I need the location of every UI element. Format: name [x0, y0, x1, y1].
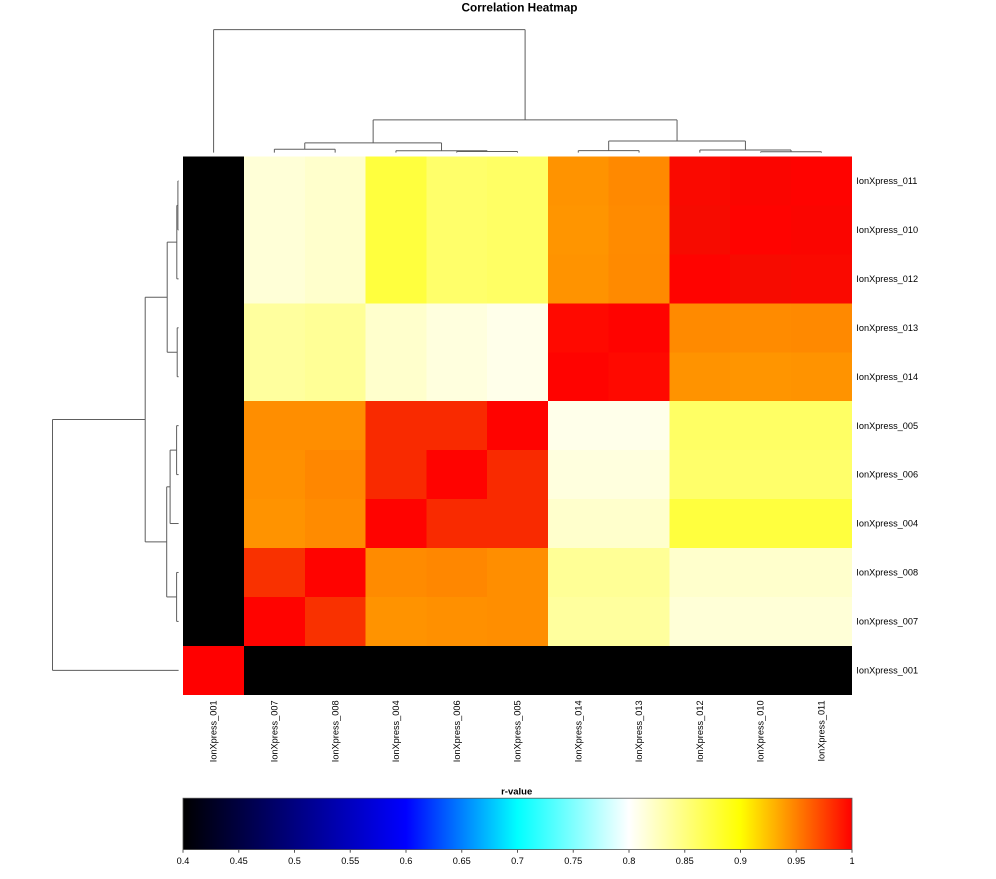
svg-text:IonXpress_001: IonXpress_001	[856, 665, 918, 675]
svg-text:0.65: 0.65	[453, 856, 471, 866]
svg-text:IonXpress_006: IonXpress_006	[856, 470, 918, 480]
svg-text:IonXpress_010: IonXpress_010	[856, 225, 918, 235]
svg-text:IonXpress_001: IonXpress_001	[209, 700, 219, 762]
svg-text:IonXpress_006: IonXpress_006	[452, 700, 462, 762]
svg-text:0.95: 0.95	[787, 856, 805, 866]
svg-text:IonXpress_005: IonXpress_005	[513, 700, 523, 762]
svg-text:IonXpress_011: IonXpress_011	[856, 176, 917, 186]
svg-text:IonXpress_004: IonXpress_004	[391, 700, 401, 762]
svg-text:IonXpress_014: IonXpress_014	[856, 372, 918, 382]
svg-text:0.6: 0.6	[400, 856, 413, 866]
svg-text:IonXpress_005: IonXpress_005	[856, 421, 918, 431]
svg-text:IonXpress_007: IonXpress_007	[269, 700, 279, 762]
svg-text:IonXpress_012: IonXpress_012	[856, 274, 918, 284]
svg-text:IonXpress_014: IonXpress_014	[573, 700, 583, 762]
svg-text:Correlation Heatmap: Correlation Heatmap	[461, 1, 577, 15]
svg-text:0.45: 0.45	[230, 856, 248, 866]
svg-text:IonXpress_010: IonXpress_010	[756, 700, 766, 762]
svg-text:IonXpress_004: IonXpress_004	[856, 519, 918, 529]
svg-text:0.9: 0.9	[734, 856, 747, 866]
svg-text:IonXpress_013: IonXpress_013	[634, 700, 644, 762]
svg-text:0.4: 0.4	[177, 856, 190, 866]
svg-text:IonXpress_008: IonXpress_008	[330, 700, 340, 762]
svg-text:0.55: 0.55	[341, 856, 359, 866]
svg-text:IonXpress_013: IonXpress_013	[856, 323, 918, 333]
svg-text:IonXpress_012: IonXpress_012	[695, 700, 705, 762]
svg-text:IonXpress_008: IonXpress_008	[856, 568, 918, 578]
svg-text:IonXpress_007: IonXpress_007	[856, 617, 918, 627]
svg-text:0.85: 0.85	[676, 856, 694, 866]
svg-text:0.5: 0.5	[288, 856, 301, 866]
svg-text:IonXpress_011: IonXpress_011	[817, 700, 827, 761]
svg-text:r-value: r-value	[501, 786, 532, 797]
svg-text:0.7: 0.7	[511, 856, 524, 866]
svg-text:0.8: 0.8	[623, 856, 636, 866]
svg-text:0.75: 0.75	[564, 856, 582, 866]
svg-text:1: 1	[849, 856, 854, 866]
